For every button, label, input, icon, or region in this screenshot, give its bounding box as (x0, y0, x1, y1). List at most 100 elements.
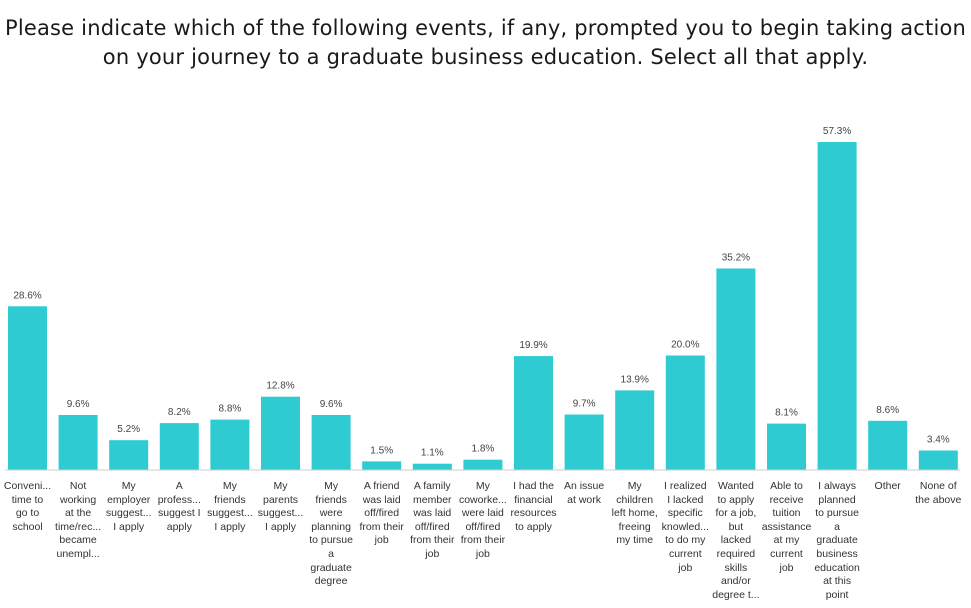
bar-17 (868, 420, 908, 470)
category-label-12: My children left home, freeing my time (610, 480, 660, 548)
category-label-12-line-1: children (616, 493, 654, 506)
category-label-2-line-3: I apply (113, 520, 145, 533)
bar-12 (615, 390, 655, 470)
category-label-0-line-0: Conveni... (3, 480, 52, 492)
bar-4 (210, 419, 250, 470)
category-label-3-line-0: A (175, 480, 183, 492)
category-label-15-line-2: tuition (772, 507, 801, 520)
category-label-6-line-6: graduate (310, 561, 352, 574)
bar-1 (58, 415, 98, 470)
value-label-5: 12.8% (266, 381, 294, 392)
chart-title-line-2: on your journey to a graduate business e… (102, 45, 869, 69)
bar-7 (362, 461, 402, 470)
category-label-13-line-4: to do my (665, 534, 706, 547)
bar-11 (564, 414, 604, 470)
value-label-9: 1.8% (472, 444, 495, 455)
category-label-17-line-0: Other (874, 480, 901, 492)
category-label-14-line-3: but (728, 520, 744, 533)
category-label-0-line-1: time to (11, 493, 44, 506)
value-label-17: 8.6% (876, 405, 899, 416)
category-label-6-line-5: a (328, 547, 335, 560)
bar-16 (817, 142, 857, 470)
category-label-1-line-3: time/rec... (55, 520, 102, 533)
category-label-18-line-1: the above (915, 493, 962, 506)
category-label-8-line-3: off/fired (414, 520, 450, 533)
category-label-7-line-2: off/fired (364, 507, 400, 520)
bar-9 (463, 459, 503, 470)
value-label-15: 8.1% (775, 408, 798, 419)
bar-14 (716, 268, 756, 470)
category-label-10-line-3: to apply (515, 520, 552, 533)
category-label-3-line-2: suggest I (157, 507, 201, 520)
category-label-0-line-3: school (12, 520, 43, 533)
value-label-1: 9.6% (67, 399, 90, 410)
category-label-8-line-4: from their (410, 534, 455, 547)
category-label-2: My employer suggest... I apply (104, 480, 154, 534)
category-label-3-line-3: apply (166, 520, 192, 533)
category-label-6-line-1: friends (315, 493, 347, 506)
category-label-7-line-3: from their (359, 520, 404, 533)
bar-18 (918, 450, 958, 470)
category-label-11: An issue at work (559, 480, 609, 507)
category-label-16-line-5: business (816, 547, 858, 560)
category-label-6: My friends were planning to pursue a graduate d… (306, 480, 356, 589)
value-labels-group: 28.6% 9.6% 5.2% 8.2% 8.8% 12.8% 9.6% 1.5% 1.1% 1.… (13, 126, 949, 459)
bar-5 (261, 396, 300, 470)
category-label-11-line-0: An issue (563, 480, 605, 492)
bar-2 (109, 440, 149, 470)
category-label-7-line-1: was laid (362, 493, 401, 506)
category-label-15: Able to receive tuition assistance at my curr… (762, 480, 812, 575)
category-label-1-line-4: became (59, 534, 97, 547)
category-label-2-line-1: employer (107, 493, 151, 506)
category-label-14-line-6: skills (724, 561, 748, 574)
category-label-6-line-4: to pursue (309, 534, 353, 547)
category-label-13-line-1: I lacked (667, 493, 704, 506)
category-label-8: A family member was laid off/fired from thei… (407, 480, 457, 562)
category-label-14-line-8: degree t... (712, 588, 760, 601)
category-label-5-line-3: I apply (265, 520, 296, 533)
category-label-16-line-7: at this (823, 575, 852, 588)
category-label-7-line-4: job (374, 534, 389, 547)
category-label-16: I always planned to pursue a graduate busines… (812, 480, 862, 602)
category-label-1: Not working at the time/rec... became unempl.… (53, 480, 103, 562)
category-label-14-line-7: and/or (721, 575, 751, 588)
category-label-15-line-4: at my (773, 534, 800, 547)
category-label-2-line-0: My (121, 480, 136, 492)
category-label-10-line-1: financial (514, 493, 553, 506)
category-label-16-line-1: planned (818, 493, 856, 506)
category-label-14-line-2: for a job, (715, 507, 757, 520)
category-label-6-line-3: planning (311, 520, 351, 533)
value-label-16: 57.3% (823, 126, 851, 137)
category-label-8-line-0: A family (413, 480, 451, 492)
category-label-13-line-6: job (678, 561, 693, 574)
category-label-14-line-0: Wanted (717, 480, 754, 492)
category-label-8-line-1: member (413, 493, 452, 506)
value-label-4: 8.8% (219, 404, 242, 415)
category-label-9-line-2: were laid (461, 507, 504, 520)
category-label-16-line-8: point (825, 588, 849, 601)
value-label-14: 35.2% (722, 253, 750, 264)
category-label-3-line-1: profess... (157, 493, 201, 506)
category-label-9: My coworke... were laid off/fired from their… (458, 480, 508, 562)
category-label-15-line-0: Able to (770, 480, 803, 492)
category-label-8-line-5: job (425, 547, 440, 560)
category-label-5-line-0: My (273, 480, 288, 492)
value-label-12: 13.9% (621, 374, 649, 385)
bar-8 (412, 463, 452, 470)
category-label-14-line-1: to apply (717, 493, 755, 506)
category-label-5-line-2: suggest... (257, 507, 304, 520)
value-label-13: 20.0% (671, 340, 699, 351)
value-label-2: 5.2% (117, 424, 140, 435)
category-label-9-line-5: job (475, 547, 490, 560)
category-label-11-line-1: at work (567, 493, 602, 506)
category-label-6-line-7: degree (314, 575, 348, 588)
category-label-15-line-3: assistance (761, 520, 812, 533)
category-label-12-line-3: freeing (618, 520, 651, 533)
category-label-16-line-0: I always (818, 480, 857, 492)
category-label-15-line-6: job (779, 561, 794, 574)
category-label-9-line-0: My (475, 480, 490, 492)
value-label-8: 1.1% (421, 448, 444, 459)
category-label-16-line-3: a (834, 520, 841, 533)
